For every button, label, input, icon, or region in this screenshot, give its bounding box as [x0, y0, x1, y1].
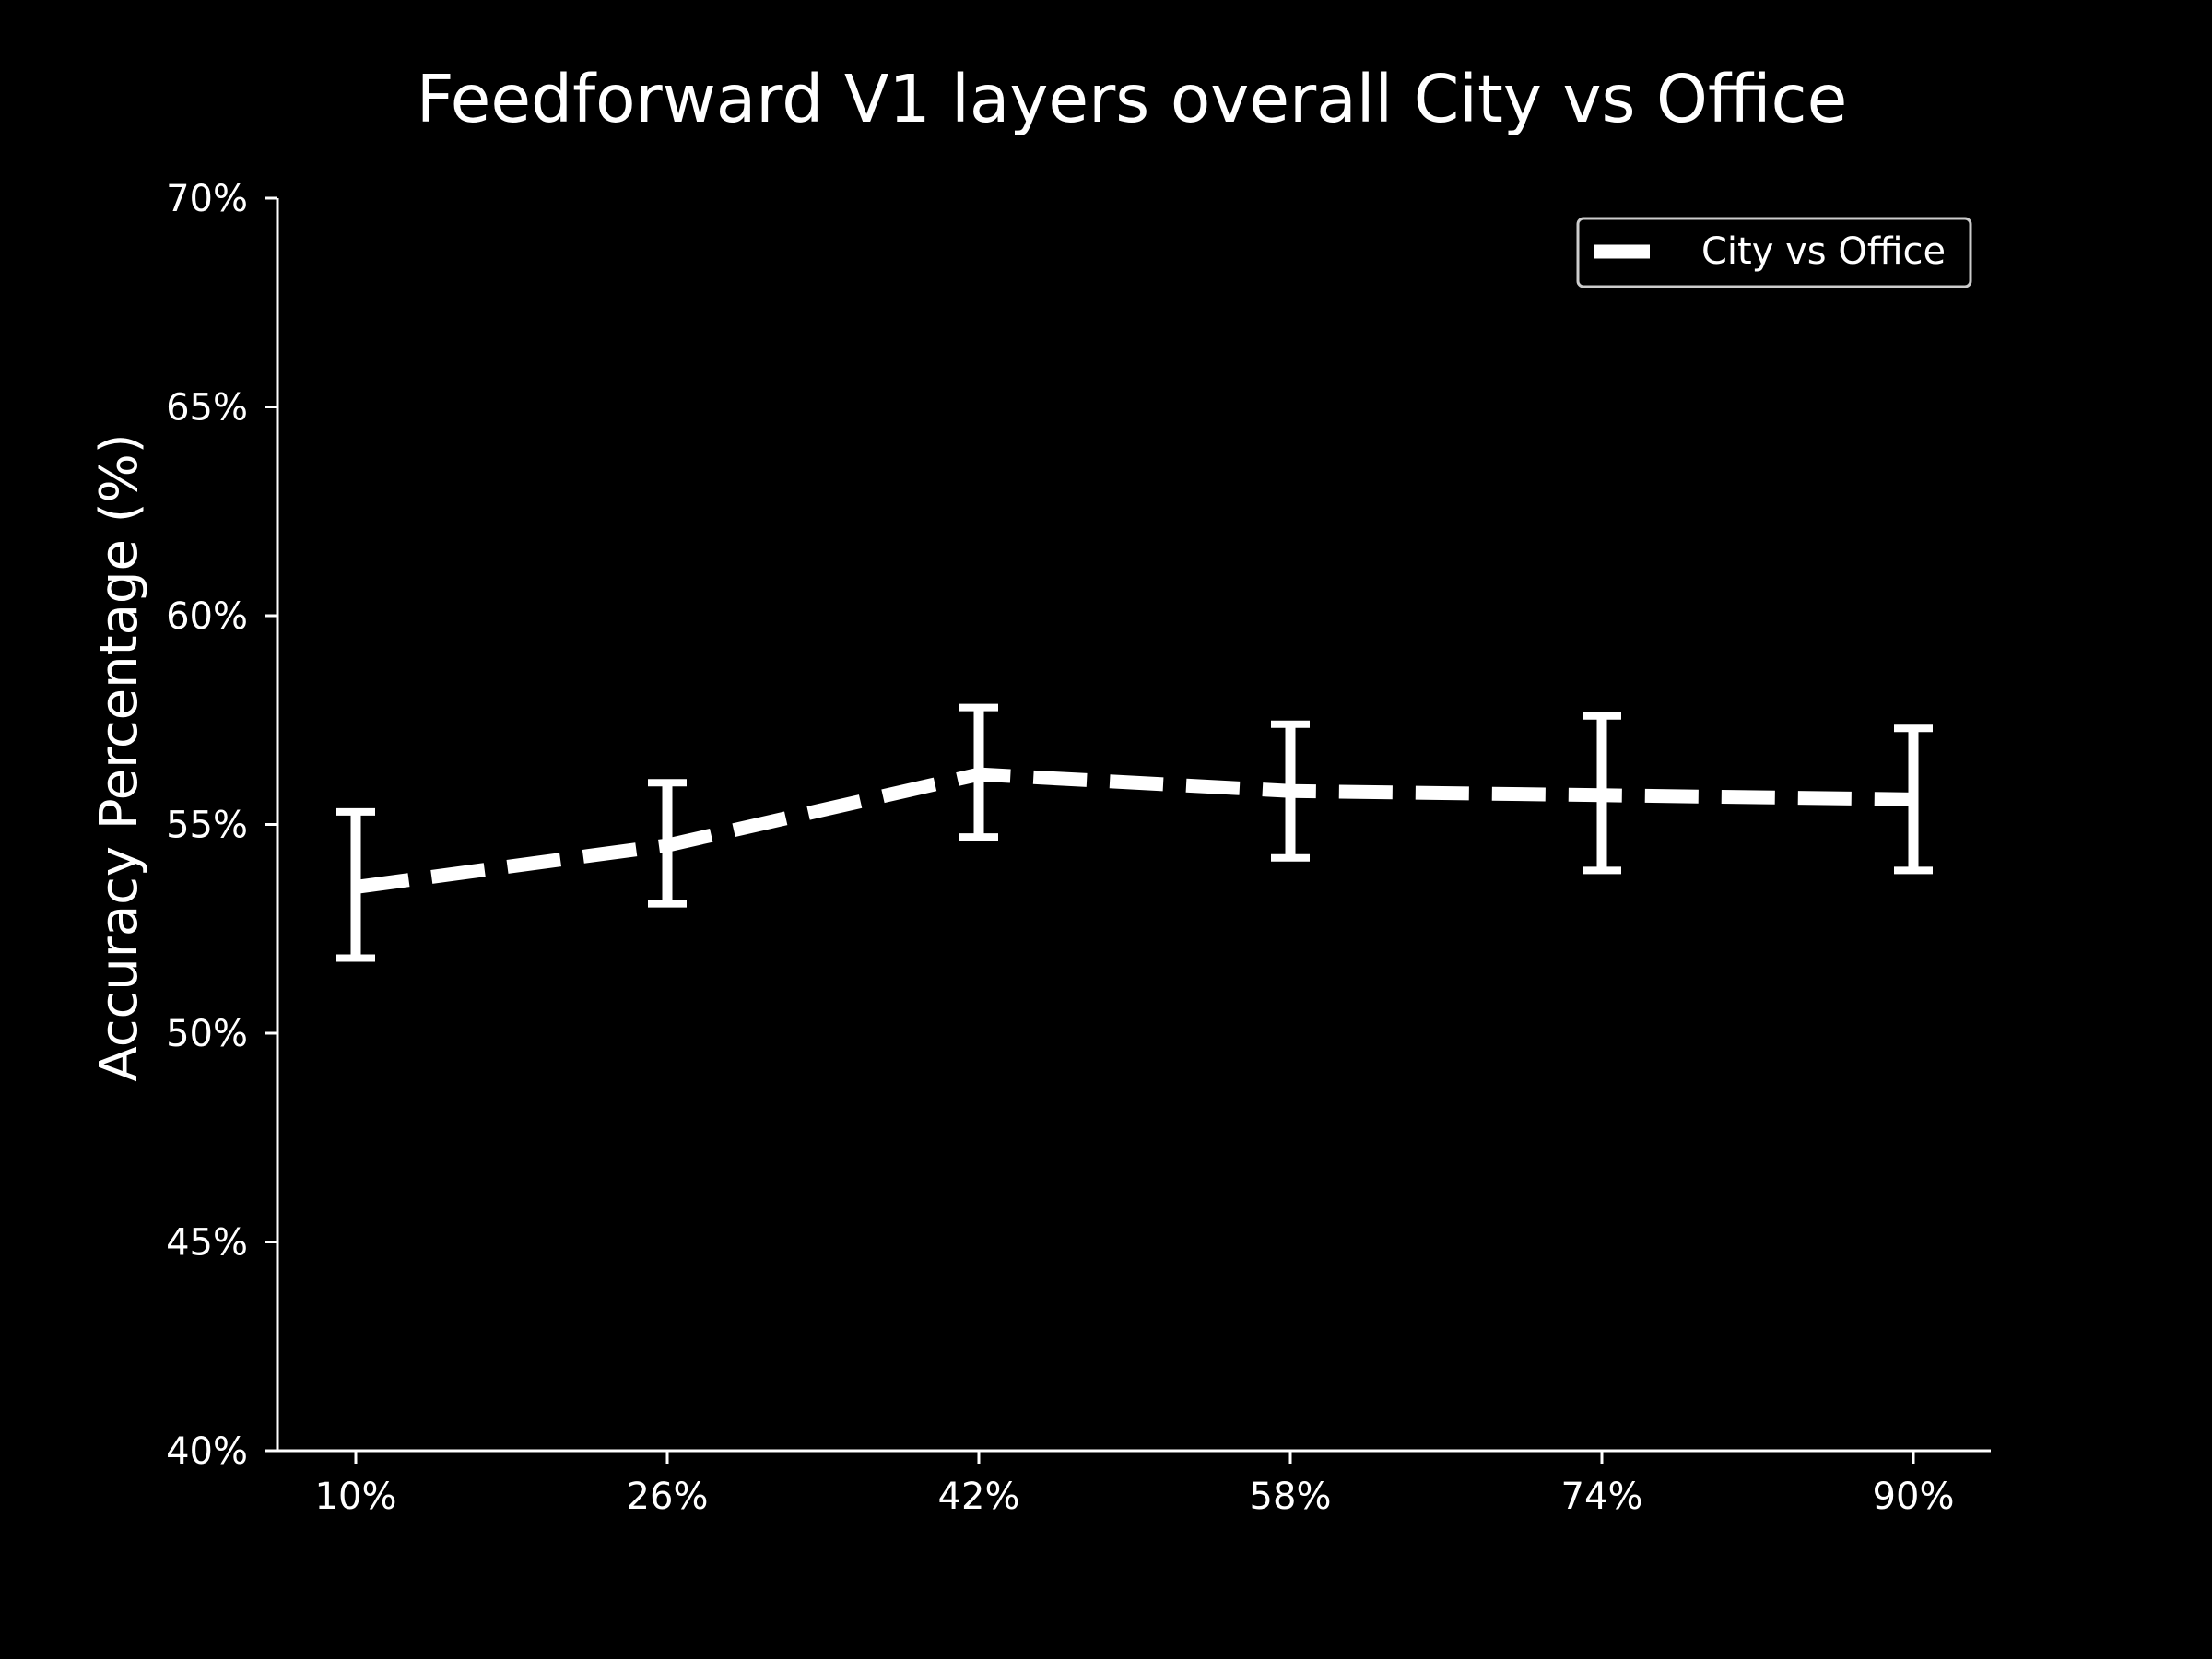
error-bar	[1583, 712, 1621, 875]
x-tick-label: 26%	[627, 1476, 709, 1518]
y-tick-label: 55%	[166, 805, 248, 847]
series-line	[355, 767, 1914, 894]
error-bar	[1271, 720, 1310, 862]
y-tick-label: 50%	[166, 1013, 248, 1055]
x-tick-label: 10%	[315, 1476, 397, 1518]
x-tick-label: 74%	[1561, 1476, 1643, 1518]
chart-title: Feedforward V1 layers overall City vs Of…	[417, 61, 1848, 137]
y-axis-label: Accuracy Percentage (%)	[89, 433, 149, 1081]
legend: City vs Office	[1576, 217, 1972, 288]
y-ticks: 40% 45% 50% 55% 60% 65% 70%	[166, 178, 277, 1473]
error-bar	[648, 779, 687, 908]
x-tick-label: 58%	[1250, 1476, 1332, 1518]
error-bar	[336, 807, 375, 962]
error-bar	[1894, 724, 1933, 875]
legend-box	[1576, 217, 1972, 288]
y-tick-label: 70%	[166, 178, 248, 220]
legend-label: City vs Office	[1701, 230, 1946, 273]
series-layer	[336, 703, 1933, 962]
y-tick-label: 40%	[166, 1430, 248, 1473]
error-bar	[959, 703, 998, 841]
y-tick-label: 65%	[166, 387, 248, 429]
y-tick-label: 60%	[166, 595, 248, 638]
x-tick-label: 42%	[938, 1476, 1020, 1518]
x-ticks: 10% 26% 42% 58% 74% 90%	[315, 1451, 1955, 1518]
y-tick-label: 45%	[166, 1222, 248, 1265]
x-tick-label: 90%	[1873, 1476, 1955, 1518]
